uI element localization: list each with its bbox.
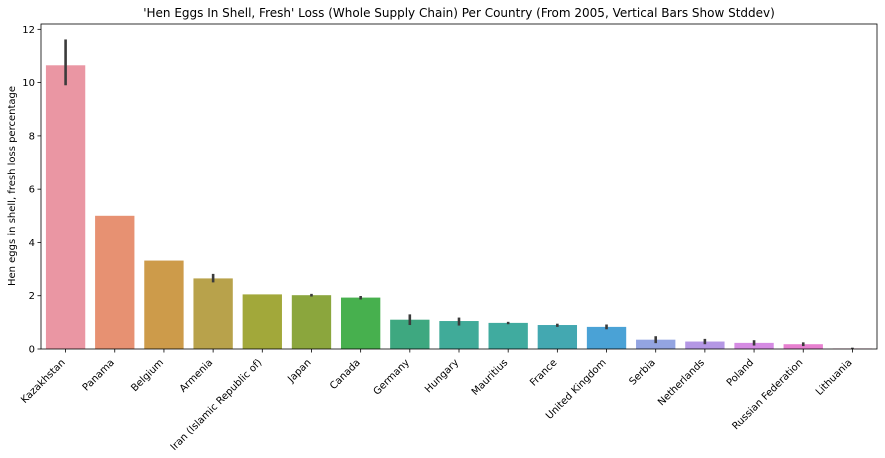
bar-2 bbox=[144, 260, 184, 349]
bar-6 bbox=[340, 297, 381, 349]
x-tick-label-14: Poland bbox=[725, 357, 756, 388]
bar-1 bbox=[95, 215, 135, 349]
x-tick-label-0: Kazakhstan bbox=[19, 357, 68, 406]
x-tick-label-12: Serbia bbox=[628, 357, 658, 387]
y-tick-label-5: 10 bbox=[22, 78, 35, 89]
y-tick-label-4: 8 bbox=[29, 131, 35, 142]
bar-13 bbox=[685, 341, 725, 349]
bar-12 bbox=[636, 339, 676, 349]
x-tick-label-1: Panama bbox=[81, 357, 117, 393]
bars-group bbox=[45, 65, 873, 349]
bar-3 bbox=[193, 278, 233, 349]
x-tick-label-5: Japan bbox=[285, 357, 313, 385]
bar-11 bbox=[586, 326, 627, 349]
bar-10 bbox=[537, 325, 578, 349]
bar-8 bbox=[439, 321, 479, 349]
y-tick-label-2: 4 bbox=[29, 238, 35, 249]
bar-15 bbox=[783, 344, 823, 349]
bar-9 bbox=[488, 322, 528, 349]
y-tick-label-0: 0 bbox=[29, 345, 35, 356]
x-tick-label-10: France bbox=[528, 357, 559, 388]
x-tick-label-16: Lithuania bbox=[814, 357, 855, 398]
y-axis-label: Hen eggs in shell, fresh loss percentage bbox=[7, 86, 18, 286]
plot-frame bbox=[40, 23, 878, 350]
x-tick-label-3: Armenia bbox=[178, 357, 215, 394]
x-tick-label-9: Mauritius bbox=[470, 357, 510, 397]
bar-0 bbox=[45, 65, 86, 349]
chart-title: 'Hen Eggs In Shell, Fresh' Loss (Whole S… bbox=[143, 6, 775, 20]
error-bars-group bbox=[64, 39, 854, 349]
x-tick-label-6: Canada bbox=[328, 357, 363, 392]
bar-5 bbox=[291, 295, 332, 349]
y-tick-label-6: 12 bbox=[22, 25, 35, 36]
y-axis: 0 2 4 6 8 10 12 bbox=[22, 25, 41, 356]
bar-4 bbox=[242, 294, 282, 349]
x-tick-label-7: Germany bbox=[372, 357, 412, 397]
x-tick-label-4: Iran (Islamic Republic of) bbox=[169, 357, 265, 453]
x-tick-label-2: Belgium bbox=[129, 357, 166, 394]
bar-14 bbox=[734, 342, 774, 349]
x-tick-label-8: Hungary bbox=[423, 357, 461, 395]
y-tick-label-3: 6 bbox=[29, 185, 35, 196]
y-tick-label-1: 2 bbox=[29, 291, 35, 302]
x-tick-label-13: Netherlands bbox=[656, 357, 707, 408]
